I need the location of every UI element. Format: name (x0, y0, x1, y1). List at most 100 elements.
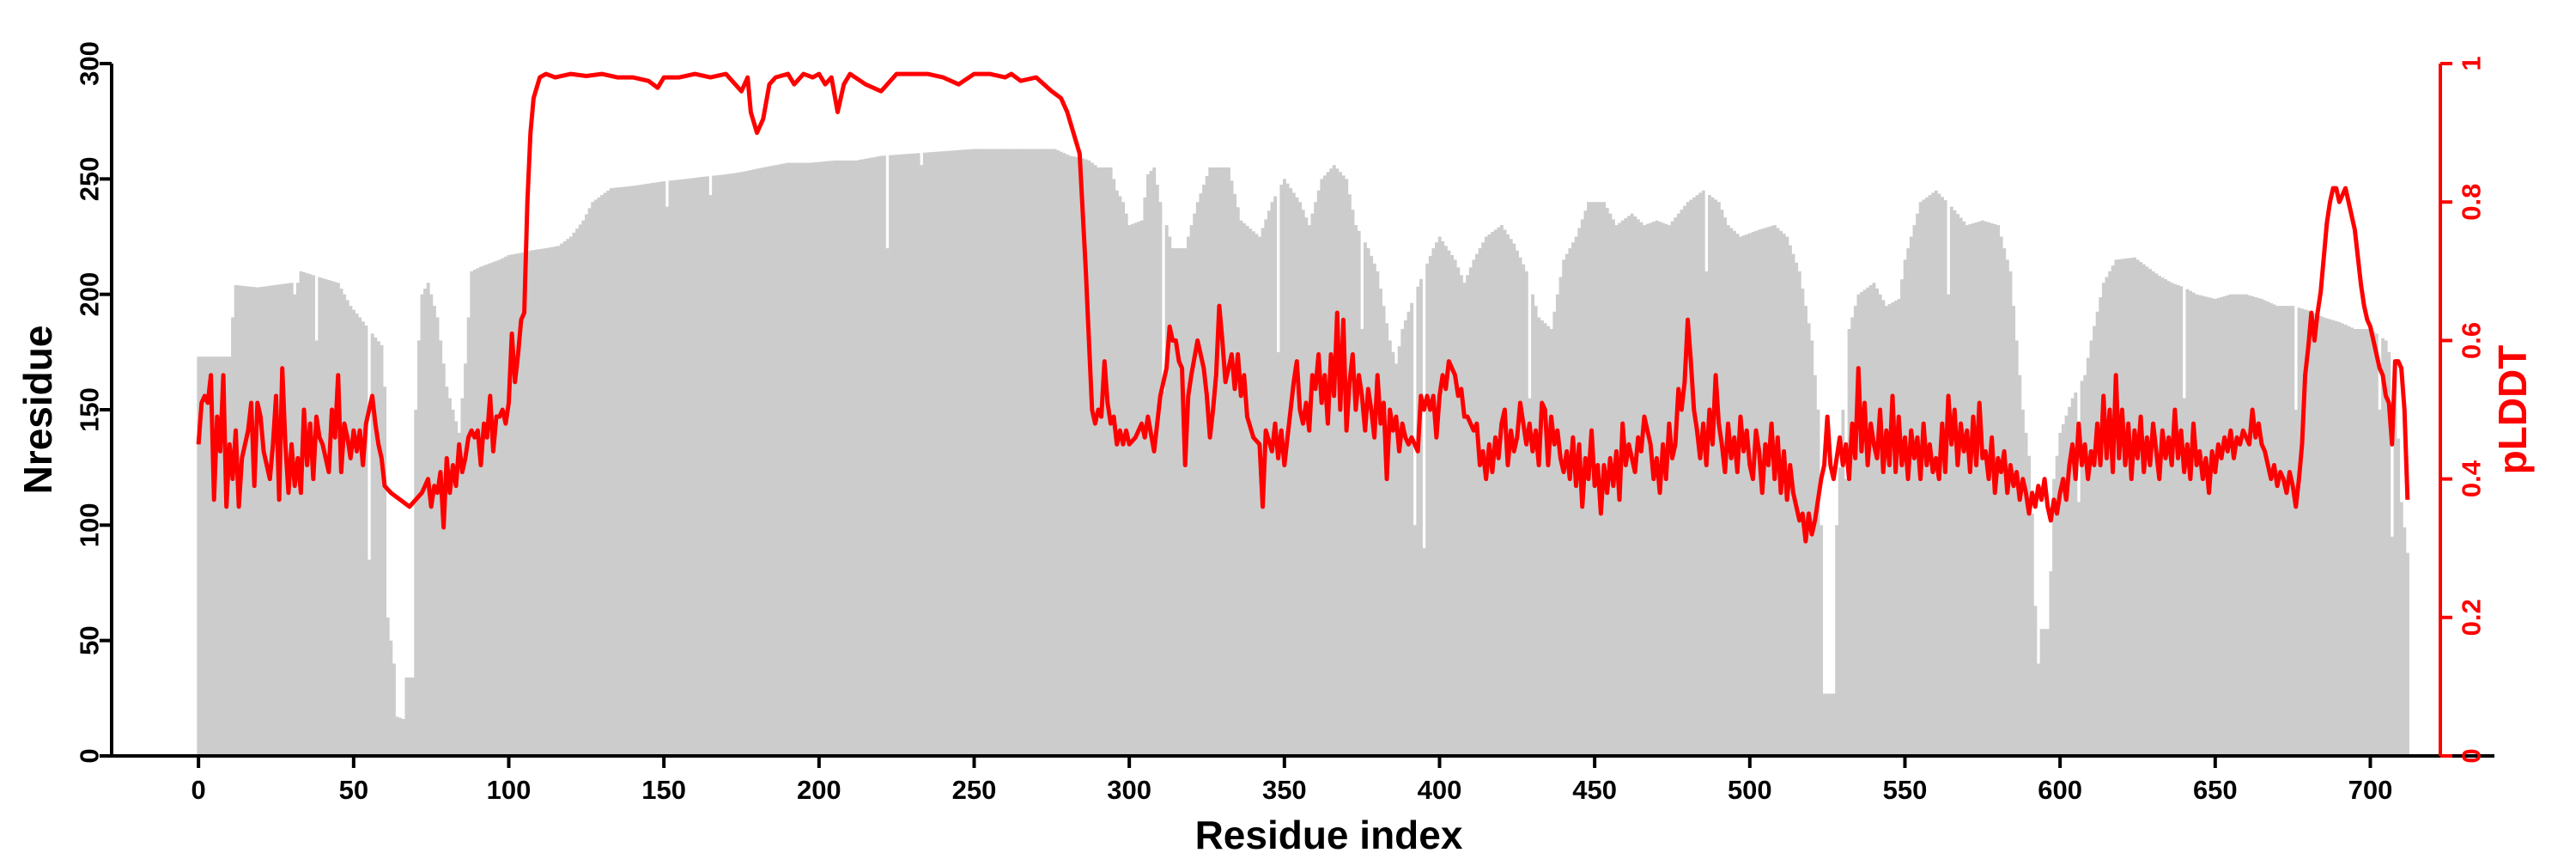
nresidue-bar (2108, 271, 2112, 756)
nresidue-bar (2064, 415, 2069, 756)
nresidue-bar (1081, 158, 1085, 756)
nresidue-bar (671, 180, 676, 756)
nresidue-bar (1249, 228, 1253, 757)
nresidue-bar (963, 149, 967, 756)
nresidue-bar (622, 186, 626, 757)
nresidue-bar (801, 162, 805, 756)
nresidue-bar (1363, 242, 1367, 757)
nresidue-bar (1924, 197, 1929, 756)
nresidue-bar (2093, 326, 2096, 756)
nresidue-bar (324, 278, 328, 756)
nresidue-bar (708, 195, 713, 756)
nresidue-bar (941, 151, 945, 757)
nresidue-bar (1546, 326, 1551, 756)
y-left-tick-label: 100 (75, 503, 105, 547)
nresidue-bar (1285, 183, 1290, 756)
nresidue-bar (1341, 175, 1346, 757)
nresidue-bar (1307, 225, 1311, 756)
x-tick-label: 650 (2193, 775, 2238, 805)
nresidue-bar (2055, 455, 2059, 756)
nresidue-bar (2204, 296, 2208, 757)
nresidue-bar (1149, 170, 1153, 756)
nresidue-bar (2300, 308, 2305, 756)
nresidue-bar (593, 199, 598, 756)
nresidue-bar (2214, 299, 2217, 756)
nresidue-bar (1400, 328, 1405, 756)
y-left-tick-label: 150 (75, 387, 105, 432)
nresidue-bar (2251, 295, 2255, 756)
x-tick-label: 300 (1107, 775, 1151, 805)
nresidue-bar (1456, 267, 1461, 756)
nresidue-bar (2275, 306, 2280, 757)
nresidue-bar (2368, 328, 2372, 756)
nresidue-bar (1816, 410, 1820, 756)
nresidue-bar (522, 252, 526, 756)
nresidue-bar (1428, 255, 1432, 756)
nresidue-bar (1425, 263, 1430, 757)
nresidue-bar (1841, 410, 1845, 756)
nresidue-bar (2220, 296, 2224, 756)
nresidue-bar (2235, 294, 2239, 756)
nresidue-bar (718, 174, 722, 757)
nresidue-bar (879, 155, 884, 757)
nresidue-bar (743, 171, 747, 756)
nresidue-bar (312, 275, 315, 756)
nresidue-bar (1534, 306, 1538, 757)
nresidue-bar (969, 149, 973, 756)
nresidue-bar (1322, 175, 1327, 757)
nresidue-bar (2399, 502, 2403, 756)
nresidue-bar (2293, 410, 2298, 756)
nresidue-bar (1922, 199, 1926, 756)
nresidue-bar (1481, 242, 1485, 757)
nresidue-bar (1043, 149, 1048, 756)
nresidue-bar (1664, 223, 1668, 757)
nresidue-bar (1720, 210, 1724, 756)
nresidue-bar (2061, 423, 2065, 756)
nresidue-bar (2020, 410, 2025, 756)
nresidue-bar (733, 173, 738, 757)
nresidue-bar (330, 281, 334, 757)
nresidue-bar (1410, 302, 1414, 756)
nresidue-bar (2018, 375, 2022, 756)
nresidue-bar (258, 287, 263, 756)
nresidue-bar (2269, 302, 2273, 756)
nresidue-bar (206, 356, 210, 756)
nresidue-bar (826, 161, 830, 756)
nresidue-bar (1174, 247, 1178, 756)
nresidue-bar (991, 149, 995, 756)
nresidue-bar (2068, 406, 2072, 756)
nresidue-bar (1981, 220, 1984, 756)
nresidue-bar (392, 663, 396, 756)
nresidue-bar (597, 197, 601, 756)
nresidue-bar (916, 153, 920, 757)
nresidue-bar (1124, 213, 1128, 756)
nresidue-bar (252, 287, 257, 757)
nresidue-bar (1766, 227, 1771, 757)
nresidue-bar (333, 282, 337, 756)
nresidue-bar (457, 432, 461, 756)
nresidue-bar (1068, 155, 1072, 757)
nresidue-bar (1990, 222, 1994, 756)
nresidue-bar (2120, 259, 2124, 757)
nresidue-bar (2306, 310, 2311, 757)
nresidue-bar (1112, 179, 1116, 756)
nresidue-bar (1484, 236, 1488, 756)
nresidue-bar (274, 284, 278, 756)
nresidue-bar (476, 268, 480, 757)
nresidue-bar (882, 155, 886, 756)
nresidue-bar (690, 178, 694, 756)
nresidue-bar (997, 149, 1001, 756)
nresidue-bar (712, 175, 716, 756)
nresidue-bar (870, 157, 874, 757)
nresidue-bar (2154, 273, 2159, 756)
nresidue-bar (1199, 193, 1203, 757)
nresidue-bar (1031, 149, 1036, 756)
nresidue-bar (714, 175, 719, 757)
nresidue-bar (1680, 210, 1684, 756)
nresidue-bar (2014, 340, 2019, 756)
nresidue-bar (410, 677, 415, 756)
nresidue-bar (2232, 294, 2236, 756)
nresidue-bar (1537, 317, 1541, 756)
nresidue-bar (1739, 236, 1743, 756)
nresidue-bar (1162, 391, 1166, 756)
